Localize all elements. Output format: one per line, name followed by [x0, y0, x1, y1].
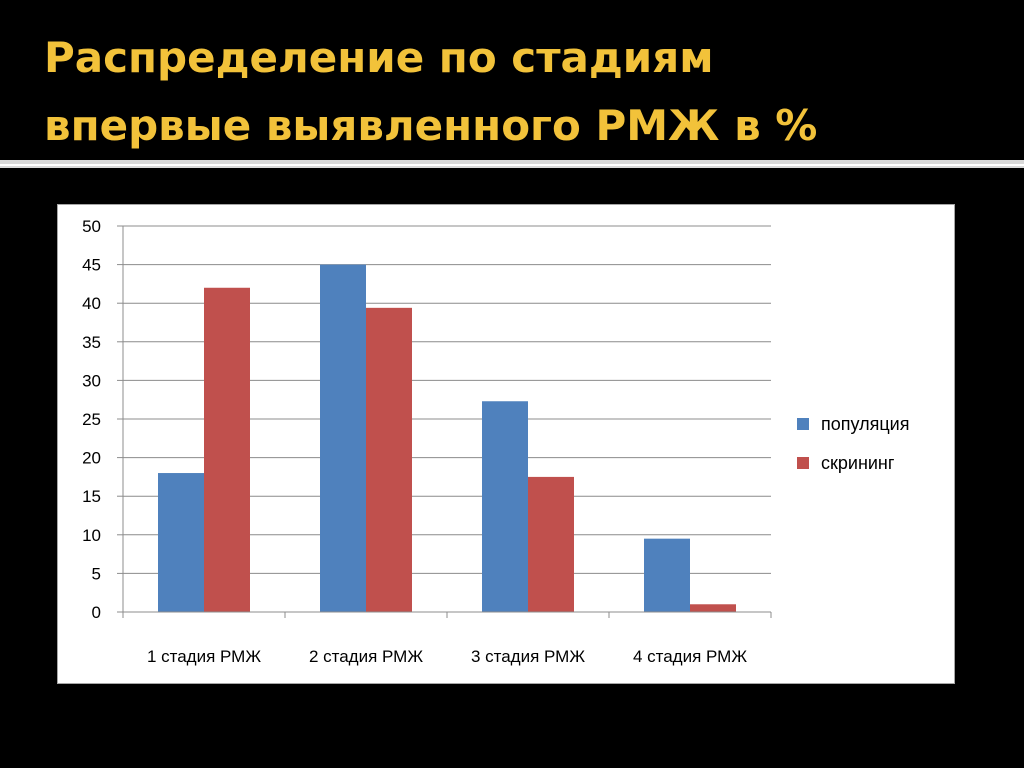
bar-screening-1 [204, 287, 250, 612]
bar-chart: 0 5 10 15 20 25 30 35 40 45 50 1 стадия РМЖ 2 стади… [82, 217, 909, 666]
y-tick-label: 50 [82, 217, 101, 236]
y-tick-label: 20 [82, 449, 101, 468]
x-category-label: 1 стадия РМЖ [147, 647, 261, 666]
bar-screening-2 [366, 307, 412, 612]
y-tick-label: 25 [82, 410, 101, 429]
bar-screening-3 [528, 476, 574, 612]
bar-screening-4 [690, 604, 736, 612]
y-tick-label: 0 [92, 603, 101, 622]
slide-title-line-1: Распределение по стадиям [44, 33, 714, 82]
y-tick-label: 30 [82, 371, 101, 390]
title-divider-highlight [0, 164, 1024, 166]
bar-population-4 [644, 538, 690, 612]
bar-population-1 [158, 473, 204, 612]
slide-title: Распределение по стадиям впервые выявлен… [44, 24, 1004, 160]
y-tick-label: 40 [82, 294, 101, 313]
y-axis: 0 5 10 15 20 25 30 35 40 45 50 [82, 217, 124, 622]
chart-frame: 0 5 10 15 20 25 30 35 40 45 50 1 стадия РМЖ 2 стади… [57, 204, 955, 684]
legend: популяция скрининг [797, 414, 909, 473]
y-tick-label: 10 [82, 526, 101, 545]
y-tick-label: 35 [82, 333, 101, 352]
legend-label-screening: скрининг [821, 453, 895, 473]
y-tick-label: 15 [82, 487, 101, 506]
legend-label-population: популяция [821, 414, 909, 434]
x-category-label: 2 стадия РМЖ [309, 647, 423, 666]
x-category-label: 3 стадия РМЖ [471, 647, 585, 666]
bar-population-3 [482, 401, 528, 612]
slide-title-line-2: впервые выявленного РМЖ в % [44, 101, 818, 150]
x-axis: 1 стадия РМЖ 2 стадия РМЖ 3 стадия РМЖ 4 ст… [122, 611, 772, 666]
y-tick-label: 45 [82, 256, 101, 275]
x-category-label: 4 стадия РМЖ [633, 647, 747, 666]
legend-swatch-population [797, 418, 809, 430]
bars [158, 264, 736, 612]
y-tick-label: 5 [92, 564, 101, 583]
bar-population-2 [320, 264, 366, 612]
legend-swatch-screening [797, 457, 809, 469]
